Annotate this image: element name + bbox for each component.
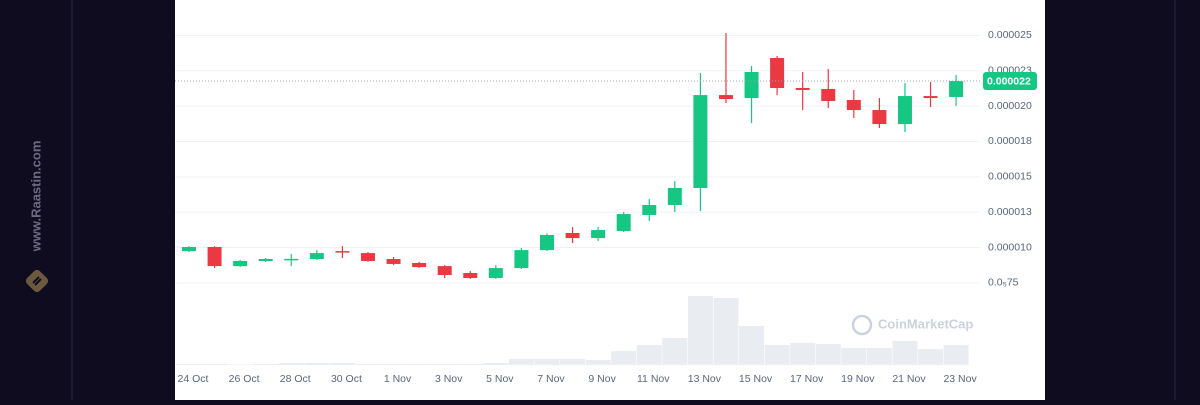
y-tick-label: 0.000013 (988, 206, 1032, 218)
candle-body (718, 95, 733, 100)
candle-body (744, 72, 759, 99)
y-tick-label: 0.000020 (988, 100, 1032, 112)
volume-bar (943, 345, 969, 365)
x-tick-label: 3 Nov (435, 373, 463, 385)
y-tick-label: 0.000015 (988, 171, 1032, 183)
x-tick-label: 21 Nov (892, 373, 926, 385)
y-tick-label: 0.0₅75 (988, 277, 1019, 289)
candle-body (258, 259, 273, 261)
volume-bar (406, 364, 432, 365)
candle-body (565, 232, 580, 239)
volume-bar (866, 348, 892, 365)
volume-bar (355, 364, 381, 365)
volume-bar (278, 363, 304, 365)
volume-bar (176, 364, 202, 365)
y-tick-label: 0.000010 (988, 241, 1032, 253)
volume-bar (764, 345, 790, 365)
candle-body (821, 88, 836, 102)
candle-body (207, 246, 222, 267)
volume-bar (304, 363, 330, 365)
x-tick-label: 30 Oct (331, 373, 362, 385)
volume-bar (534, 359, 560, 365)
chart-area (175, 0, 1045, 400)
candle-body (667, 188, 682, 205)
volume-bar (585, 360, 611, 365)
candle-body (386, 259, 401, 264)
site-logo (25, 269, 49, 293)
volume-bar (892, 341, 918, 365)
x-tick-label: 17 Nov (790, 373, 824, 385)
volume-bar (381, 364, 407, 365)
candle-body (693, 95, 708, 189)
candle-body (949, 81, 964, 98)
candle-body (360, 253, 375, 261)
x-tick-label: 15 Nov (739, 373, 773, 385)
volume-bar (739, 326, 765, 365)
volume-bar (713, 298, 739, 365)
x-tick-label: 13 Nov (688, 373, 722, 385)
candle-body (539, 234, 554, 251)
volume-bar (790, 343, 816, 365)
candle-body (412, 262, 427, 268)
candle-body (616, 214, 631, 232)
volume-bar (483, 363, 509, 365)
candle-body (488, 268, 503, 278)
volume-bar (457, 364, 483, 365)
volume-bar (560, 359, 586, 365)
candle-body (335, 251, 350, 253)
volume-bar (636, 345, 662, 365)
candle-body (233, 261, 248, 267)
candle-body (463, 273, 478, 278)
x-tick-label: 19 Nov (841, 373, 875, 385)
volume-bar (841, 348, 867, 365)
volume-bar (918, 349, 944, 365)
x-tick-label: 11 Nov (637, 373, 670, 385)
candle-body (770, 58, 785, 88)
candle-body (284, 258, 299, 261)
x-tick-label: 9 Nov (588, 373, 616, 385)
volume-bar (432, 364, 458, 365)
volume-bar (253, 364, 279, 365)
volume-bar (227, 364, 253, 365)
candle-body (872, 110, 887, 125)
x-tick-label: 7 Nov (537, 373, 565, 385)
y-tick-label: 0.000025 (988, 29, 1032, 41)
watermark-text: CoinMarketCap (878, 316, 973, 331)
watermark: CoinMarketCap (851, 314, 973, 336)
volume-bar (202, 364, 228, 365)
candle-body (923, 96, 938, 99)
candle-body (591, 230, 606, 239)
x-tick-label: 28 Oct (280, 373, 311, 385)
volume-bar (611, 351, 637, 365)
volume-bar (662, 338, 688, 365)
x-tick-label: 26 Oct (229, 373, 260, 385)
candle-body (309, 253, 324, 260)
site-name: www.Raastin.com (28, 141, 43, 253)
y-tick-label: 0.000018 (988, 135, 1032, 147)
last-price-tag (983, 72, 1037, 91)
candle-body (437, 266, 452, 276)
x-tick-label: 1 Nov (384, 373, 412, 385)
candle-body (897, 96, 912, 125)
last-price-label: 0.000022 (987, 75, 1031, 87)
volume-bar (687, 296, 713, 365)
x-tick-label: 24 Oct (178, 373, 209, 385)
x-tick-label: 23 Nov (943, 373, 977, 385)
x-tick-label: 5 Nov (486, 373, 514, 385)
candle-body (514, 250, 529, 269)
volume-bar (329, 363, 355, 365)
candle-body (795, 87, 810, 90)
volume-bar (508, 359, 534, 365)
plot: 0.0000250.0000230.0000200.0000180.000015… (175, 29, 1037, 385)
candle-body (846, 100, 861, 111)
candle-body (182, 246, 196, 252)
candle-body (642, 204, 657, 216)
volume-bar (815, 344, 841, 365)
